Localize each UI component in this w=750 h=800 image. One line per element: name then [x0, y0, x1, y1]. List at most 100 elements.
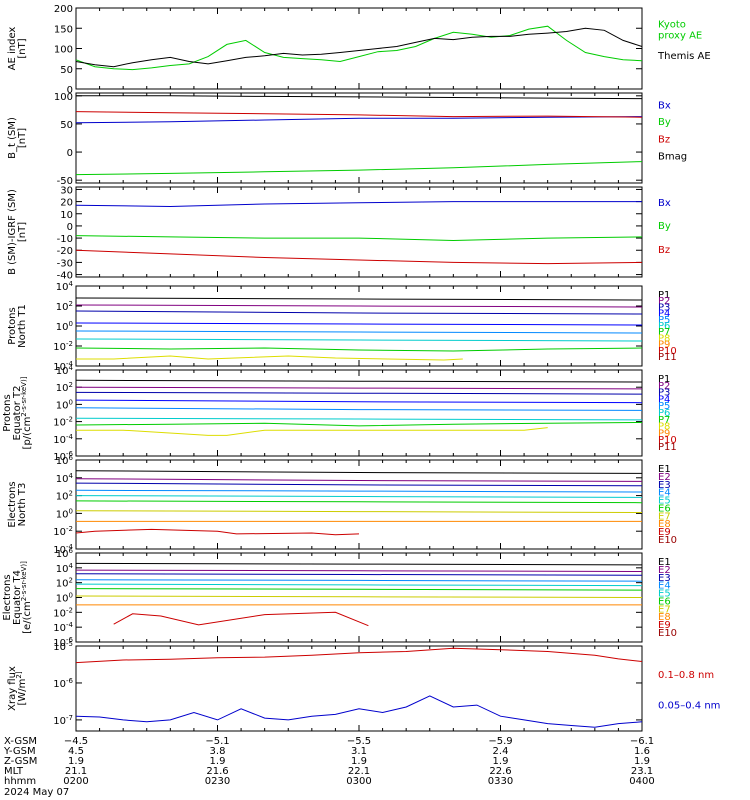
- y-tick-label: 104: [56, 364, 74, 377]
- series-line-e7: [75, 595, 643, 598]
- y-axis-label: [W/m2]: [15, 671, 28, 705]
- legend-entry: P11: [658, 442, 677, 453]
- series-line-e9: [113, 611, 369, 627]
- ephemeris-value: 22.6: [489, 766, 511, 777]
- legend-entry: E2: [658, 565, 671, 576]
- legend-entry: Bx: [658, 198, 671, 209]
- legend-entry: P7: [658, 327, 670, 338]
- y-tick-label: 100: [56, 507, 73, 520]
- series-line-e6: [75, 500, 643, 504]
- y-axis-label: North T3: [17, 483, 28, 527]
- legend-entry: E6: [658, 503, 671, 514]
- series-line-p8: [76, 355, 463, 361]
- y-tick-label: 10-7: [53, 714, 73, 727]
- legend-entry: 0.05–0.4 nm: [658, 700, 720, 711]
- ephemeris-value: 4.5: [68, 746, 84, 757]
- series-line-kyoto-proxy-ae: [75, 25, 643, 71]
- legend-entry: P9: [658, 340, 670, 351]
- panel-frame: [75, 645, 643, 732]
- ephemeris-value: 1.6: [634, 746, 650, 757]
- y-axis-label: Protons: [2, 394, 13, 431]
- legend-entry: P1: [658, 374, 670, 385]
- legend-entry: E3: [658, 480, 671, 491]
- ephemeris-value: 23.1: [631, 766, 653, 777]
- legend-entry: P3: [658, 302, 670, 313]
- legend-entry: Kyoto: [658, 20, 686, 31]
- series-line-bz: [75, 249, 643, 265]
- y-tick-label: 150: [54, 24, 73, 35]
- plot-date: 2024 May 07: [4, 787, 69, 798]
- y-tick-label: 100: [56, 398, 73, 411]
- legend-entry: P6: [658, 408, 670, 419]
- series-line-e3: [75, 573, 643, 576]
- series-line-e1: [75, 562, 643, 566]
- ephemeris-value: 3.1: [351, 746, 367, 757]
- series-line-0-05-0-4-nm: [75, 695, 643, 728]
- series-line-bx: [75, 116, 643, 124]
- ephemeris-value: 0400: [629, 776, 654, 787]
- series-line-p8: [76, 427, 548, 436]
- legend-entry: By: [658, 221, 671, 232]
- series-line-p3: [75, 310, 643, 315]
- y-tick-label: 10-5: [53, 640, 73, 653]
- ephemeris-table: X-GSM −4.5 −5.1 −5.5 −5.9 −6.1 Y-GSM 4.5 3.8 3.1 2…: [3, 736, 655, 798]
- y-tick-label: 10: [60, 210, 73, 221]
- ephemeris-row-label: Y-GSM: [3, 746, 36, 757]
- legend-entry: E9: [658, 620, 671, 631]
- legend-entry: E2: [658, 472, 671, 483]
- series-line-e4: [75, 489, 643, 493]
- y-axis-label: [p/(cm2-s-sr-keV)]: [20, 376, 33, 449]
- legend-entry: E10: [658, 628, 677, 639]
- legend-entry: E7: [658, 604, 671, 615]
- y-tick-label: 50: [60, 120, 73, 131]
- ephemeris-value: 0330: [488, 776, 513, 787]
- panel-2: -50 0 50 100 B_t (SM) [nT] Bx By Bz Bmag: [7, 92, 687, 187]
- legend-entry: E8: [658, 612, 671, 623]
- y-tick-label: 102: [56, 381, 73, 394]
- legend-entry: E9: [658, 527, 671, 538]
- legend-entry: Bmag: [658, 152, 687, 163]
- legend-entry: P5: [658, 315, 670, 326]
- y-tick-label: 10-4: [53, 360, 73, 373]
- y-tick-label: -50: [57, 176, 73, 187]
- series-line-by: [75, 161, 643, 176]
- y-axis-label: B (SM)-IGRF (SM): [7, 189, 18, 275]
- series-line-p1: [75, 379, 643, 383]
- series-line-by: [75, 235, 643, 242]
- ephemeris-value: 0300: [346, 776, 371, 787]
- y-tick-label: 10-4: [53, 621, 73, 634]
- y-tick-label: 100: [56, 592, 73, 605]
- y-tick-label: 200: [54, 4, 73, 15]
- y-axis-label: Xray flux: [7, 666, 18, 711]
- legend-entry: P9: [658, 428, 670, 439]
- series-line-e3: [75, 482, 643, 487]
- y-tick-label: 10-6: [53, 636, 73, 649]
- legend-entry: P2: [658, 381, 670, 392]
- legend-entry: P10: [658, 435, 677, 446]
- y-axis-label: Protons: [7, 307, 18, 344]
- legend-entry: E8: [658, 519, 671, 530]
- legend-entry: 0.1–0.8 nm: [658, 670, 714, 681]
- y-axis-label: AE index: [7, 27, 18, 71]
- series-line-0-1-0-8-nm: [75, 647, 643, 664]
- y-tick-label: 10-2: [53, 525, 73, 538]
- y-tick-label: 10-4: [53, 433, 73, 446]
- legend-entry: Bz: [658, 245, 670, 256]
- legend-entry: P7: [658, 415, 670, 426]
- ephemeris-value: −5.1: [205, 736, 229, 747]
- y-tick-label: 106: [56, 454, 74, 467]
- y-tick-label: 0: [67, 148, 73, 159]
- ephemeris-row-label: MLT: [4, 766, 24, 777]
- series-line-p7: [75, 347, 643, 352]
- ephemeris-value: 0200: [63, 776, 88, 787]
- panel-8: 10-7 10-6 10-5 Xray flux [W/m2] 0.1–0.8 nm 0.0…: [7, 640, 720, 732]
- series-line-p5: [75, 330, 643, 334]
- y-tick-label: 104: [56, 472, 74, 485]
- y-tick-label: 10-6: [53, 450, 73, 463]
- legend-entry: E5: [658, 496, 671, 507]
- legend-entry: proxy AE: [658, 31, 702, 42]
- ephemeris-value: −6.1: [630, 736, 654, 747]
